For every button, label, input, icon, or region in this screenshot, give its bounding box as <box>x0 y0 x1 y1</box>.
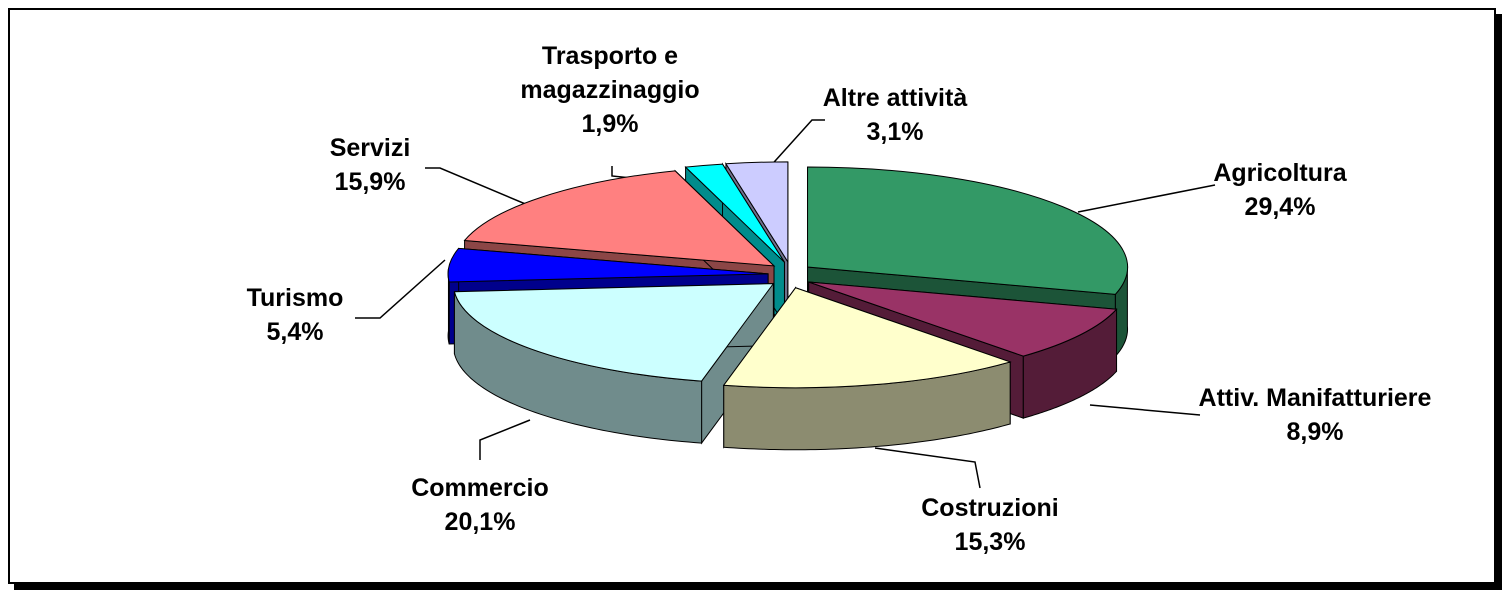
slice-top <box>463 170 776 267</box>
slice-top <box>447 247 769 283</box>
slice <box>722 286 1012 451</box>
value-label: 15,9% <box>334 168 406 196</box>
category-name: Agricoltura <box>1213 159 1347 187</box>
value-label: 15,3% <box>954 528 1026 556</box>
slice-top <box>722 287 1012 389</box>
slice-top <box>807 166 1129 295</box>
leader-line <box>479 419 531 460</box>
leader-line <box>1089 404 1201 416</box>
slice-top <box>725 161 789 264</box>
slice-label: Altre attività 3,1% <box>785 81 1005 149</box>
category-name: Turismo <box>246 284 344 312</box>
slice-label: Costruzioni 15,3% <box>880 491 1100 559</box>
value-label: 1,9% <box>581 110 639 138</box>
category-name: Attiv. Manifatturiere <box>1198 384 1432 412</box>
value-label: 29,4% <box>1244 193 1316 221</box>
slice-label: Servizi 15,9% <box>290 131 450 199</box>
slice-label: Trasporto e magazzinaggio 1,9% <box>480 39 740 141</box>
slice-top <box>808 281 1118 357</box>
value-label: 20,1% <box>444 508 516 536</box>
slice-top <box>453 283 775 382</box>
leader-line <box>425 167 536 209</box>
category-name: Costruzioni <box>921 494 1059 522</box>
category-name: Altre attività <box>822 84 968 112</box>
category-name: Servizi <box>329 134 411 162</box>
value-label: 3,1% <box>866 118 924 146</box>
slice <box>453 282 775 445</box>
leader-line <box>874 447 981 489</box>
slice-label: Commercio 20,1% <box>370 471 590 539</box>
leader-lines <box>355 119 1216 489</box>
category-name: Trasporto e magazzinaggio <box>520 42 700 104</box>
leader-line <box>355 259 446 319</box>
slice-label: Agricoltura 29,4% <box>1170 156 1390 224</box>
slice-label: Turismo 5,4% <box>215 281 375 349</box>
leader-line <box>757 119 825 181</box>
value-label: 5,4% <box>266 318 324 346</box>
value-label: 8,9% <box>1286 418 1344 446</box>
category-name: Commercio <box>411 474 549 502</box>
slice-label: Attiv. Manifatturiere 8,9% <box>1185 381 1445 449</box>
leader-line <box>1077 184 1216 213</box>
slice-top <box>684 163 785 263</box>
